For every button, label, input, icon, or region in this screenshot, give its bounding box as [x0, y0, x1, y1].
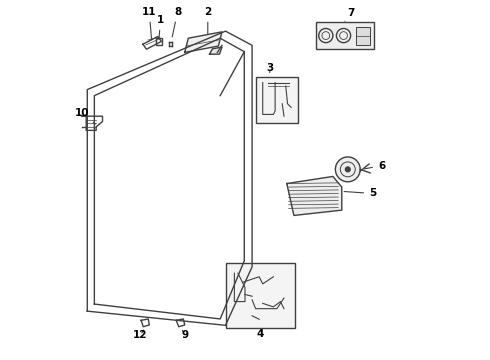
Polygon shape [210, 47, 222, 54]
Bar [156, 38, 162, 45]
Text: 5: 5 [344, 189, 376, 198]
Text: 9: 9 [181, 330, 188, 340]
Text: 8: 8 [172, 6, 181, 37]
Text: 7: 7 [345, 8, 355, 21]
Text: 2: 2 [204, 6, 211, 34]
Text: 3: 3 [266, 63, 273, 73]
Bar [316, 22, 374, 49]
Polygon shape [287, 176, 342, 215]
Text: 4: 4 [257, 329, 264, 339]
Bar [256, 77, 298, 123]
Bar [356, 27, 370, 45]
Text: 11: 11 [142, 6, 156, 40]
Circle shape [335, 157, 360, 182]
Text: 6: 6 [364, 161, 385, 171]
Text: 1: 1 [157, 15, 164, 37]
Polygon shape [185, 32, 222, 53]
Circle shape [344, 166, 351, 172]
Bar [225, 262, 294, 328]
Text: 12: 12 [133, 330, 147, 340]
Text: 10: 10 [74, 108, 96, 124]
